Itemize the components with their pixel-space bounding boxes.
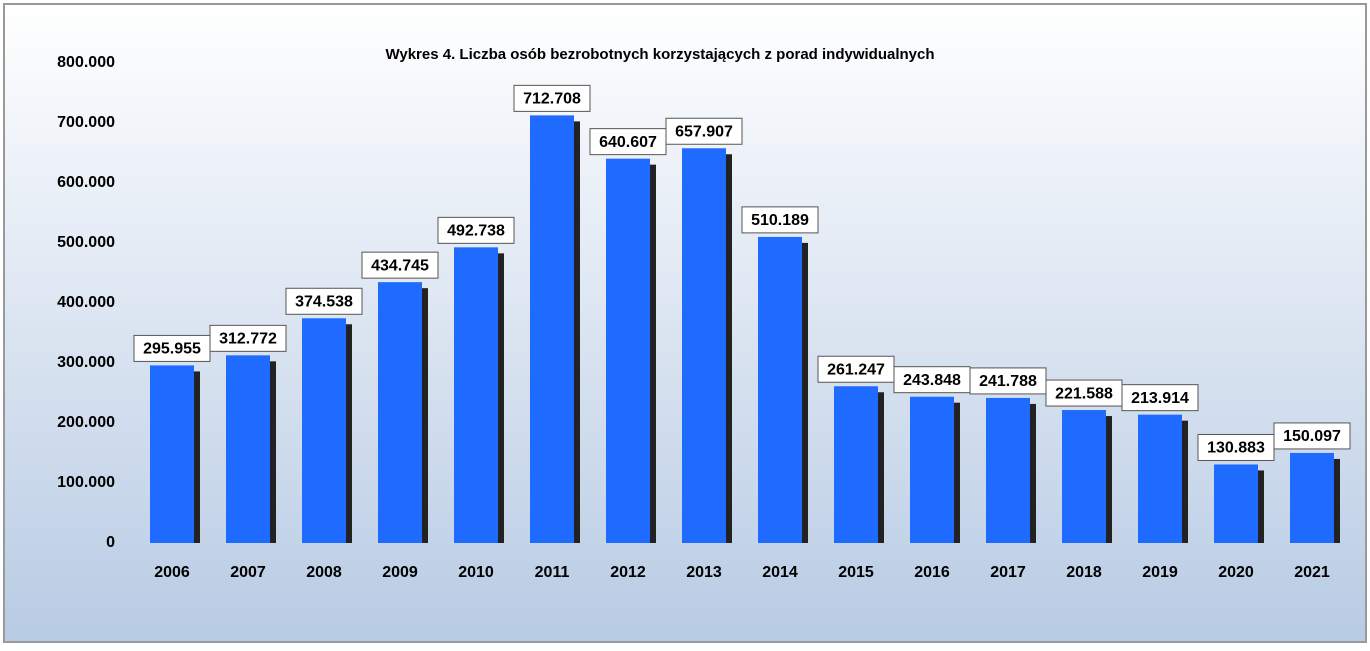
value-label: 213.914 [1131,390,1189,407]
value-label: 130.883 [1207,440,1265,457]
value-label-box [361,251,439,279]
x-tick-label: 2018 [1066,564,1102,581]
bar [378,282,422,543]
x-tick-label: 2019 [1142,564,1178,581]
value-label-box [437,216,515,244]
y-tick-label: 100.000 [57,474,115,491]
bar [1138,414,1182,543]
bar [150,365,194,543]
y-tick-label: 0 [106,534,115,551]
x-tick-label: 2021 [1294,564,1330,581]
value-label-box [285,287,363,315]
x-tick-label: 2014 [762,564,798,581]
x-tick-label: 2008 [306,564,342,581]
bar [1214,464,1258,543]
value-label-box [969,367,1047,395]
chart-title: Wykres 4. Liczba osób bezrobotnych korzy… [385,46,934,63]
x-tick-label: 2017 [990,564,1026,581]
y-tick-label: 300.000 [57,354,115,371]
value-label: 712.708 [523,91,581,108]
value-label: 295.955 [143,341,201,358]
y-tick-label: 500.000 [57,234,115,251]
bar [454,247,498,544]
bar [226,355,270,543]
value-label: 243.848 [903,372,961,389]
value-label: 492.738 [447,223,505,240]
x-tick-label: 2007 [230,564,266,581]
value-label-box [513,84,591,112]
x-tick-label: 2012 [610,564,646,581]
bar [834,386,878,543]
value-label-box [133,334,211,362]
x-tick-label: 2010 [458,564,494,581]
bar [1062,410,1106,543]
bar [986,397,1030,543]
value-label-box [1045,379,1123,407]
bar [530,115,574,544]
x-tick-label: 2006 [154,564,190,581]
value-label-box [1273,422,1351,450]
bar [606,158,650,543]
value-label: 374.538 [295,293,353,310]
x-tick-label: 2016 [914,564,950,581]
value-label: 312.772 [219,331,277,348]
value-label: 150.097 [1283,428,1341,445]
bar [1290,452,1334,543]
y-tick-label: 800.000 [57,54,115,71]
value-label: 657.907 [675,123,733,140]
x-tick-label: 2009 [382,564,418,581]
x-tick-label: 2011 [535,564,570,581]
value-label: 221.588 [1055,385,1113,402]
value-label-box [665,117,743,145]
bar [302,318,346,543]
value-label: 241.788 [979,373,1037,390]
value-label: 261.247 [827,361,885,378]
value-label: 510.189 [751,212,809,229]
value-label-box [209,324,287,352]
x-tick-label: 2015 [838,564,874,581]
bar [910,396,954,543]
bar [758,236,802,543]
x-tick-label: 2013 [686,564,722,581]
value-label: 434.745 [371,257,429,274]
x-tick-label: 2020 [1218,564,1254,581]
y-tick-label: 700.000 [57,114,115,131]
value-label-box [1121,384,1199,412]
bar [682,148,726,543]
y-tick-label: 400.000 [57,294,115,311]
y-tick-label: 200.000 [57,414,115,431]
value-label-box [741,206,819,234]
value-label-box [589,128,667,156]
y-tick-label: 600.000 [57,174,115,191]
value-label: 640.607 [599,134,657,151]
